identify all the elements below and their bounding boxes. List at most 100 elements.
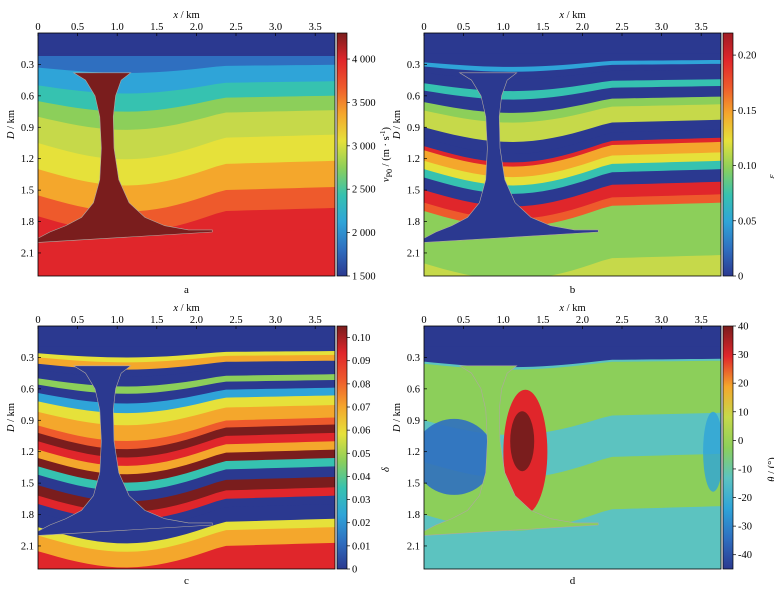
y-tick-label: 1.5 — [407, 479, 420, 490]
colorbar-tick-label: 0.15 — [738, 106, 756, 117]
colorbar-tick-label: 0.04 — [352, 472, 371, 483]
colorbar-tick-label: 3 500 — [352, 98, 376, 109]
x-tick-label: 1.5 — [536, 315, 549, 326]
colorbar-tick-label: -30 — [738, 522, 752, 533]
water-layer — [38, 33, 335, 54]
y-tick-label: 1.2 — [21, 154, 34, 165]
x-tick-label: 1.0 — [497, 315, 510, 326]
water-layer — [424, 326, 721, 347]
x-tick-label: 3.0 — [269, 315, 282, 326]
plot-frame — [37, 32, 336, 277]
salt-body — [38, 365, 213, 536]
colorbar-tick-label: -20 — [738, 493, 752, 504]
y-tick-label: 0.9 — [407, 123, 420, 134]
x-tick-label: 1.5 — [536, 22, 549, 33]
y-tick-label: 0.3 — [21, 60, 34, 71]
y-tick-label: 0.9 — [21, 123, 34, 134]
colorbar-tick-label: -10 — [738, 464, 752, 475]
heatmap-d — [424, 326, 721, 569]
y-axis-label: D / km — [392, 110, 403, 140]
salt-body — [38, 72, 213, 243]
x-tick-label: 3.0 — [655, 315, 668, 326]
x-tick-label: 1.5 — [150, 22, 163, 33]
colorbar-tick-label: 10 — [738, 407, 749, 418]
x-tick-label: 1.0 — [497, 22, 510, 33]
panel-label: d — [570, 575, 576, 587]
x-tick-label: 0.5 — [71, 22, 84, 33]
heatmap-a — [38, 33, 335, 276]
y-tick-label: 1.5 — [407, 186, 420, 197]
colorbar — [722, 32, 734, 277]
colorbar-tick-label: 0.05 — [738, 216, 756, 227]
x-tick-label: 0.5 — [457, 22, 470, 33]
salt-body — [424, 365, 599, 536]
y-tick-label: 1.8 — [407, 217, 420, 228]
x-tick-label: 0 — [35, 22, 40, 33]
y-tick-label: 1.5 — [21, 186, 34, 197]
y-tick-label: 1.8 — [21, 217, 34, 228]
x-axis-label: x / km — [558, 10, 585, 21]
colorbar-tick-label: 0.03 — [352, 495, 370, 506]
colorbar-tick-label: 2 500 — [352, 185, 376, 196]
colorbar — [722, 325, 734, 570]
colorbar-tick-label: 0 — [352, 565, 357, 576]
y-tick-label: 0.3 — [407, 60, 420, 71]
plot-frame — [423, 32, 722, 277]
x-axis-label: x / km — [172, 10, 199, 21]
y-tick-label: 0.6 — [407, 384, 420, 395]
water-layer — [38, 326, 335, 347]
x-tick-label: 0 — [421, 315, 426, 326]
y-axis-label: D / km — [6, 110, 17, 140]
heatmap-b — [424, 33, 721, 276]
x-tick-label: 2.0 — [576, 22, 589, 33]
panel-b: 0 0.5 1.0 1.5 2.0 2.5 3.0 3.5 0.3 0.6 0.9 1.2 1.5 1.8… — [392, 10, 774, 296]
colorbar-tick-label: 0.06 — [352, 426, 370, 437]
panel-label: c — [184, 575, 189, 587]
colorbar-tick-label: 0 — [738, 272, 743, 283]
plot-frame — [423, 325, 722, 570]
y-tick-label: 2.1 — [21, 248, 34, 259]
colorbar-tick-label: 0.07 — [352, 403, 370, 414]
panel-d: 0 0.5 1.0 1.5 2.0 2.5 3.0 3.5 0.3 0.6 0.9 1.2 1.5 1.8… — [392, 303, 774, 587]
x-tick-label: 3.5 — [695, 22, 708, 33]
y-tick-label: 0.6 — [21, 384, 34, 395]
colorbar-label: vP0 / (m · s-1) — [379, 126, 394, 182]
x-tick-label: 2.5 — [229, 22, 242, 33]
y-tick-label: 1.2 — [407, 447, 420, 458]
colorbar-tick-label: 20 — [738, 379, 749, 390]
colorbar-tick-label: 0.09 — [352, 356, 370, 367]
colorbar-tick-label: 40 — [738, 322, 749, 333]
x-tick-label: 3.5 — [309, 315, 322, 326]
y-tick-label: 2.1 — [407, 541, 420, 552]
panel-label: a — [184, 284, 189, 296]
colorbar-label: ε — [767, 174, 774, 179]
y-tick-label: 1.8 — [407, 510, 420, 521]
y-axis-label: D / km — [392, 403, 403, 433]
x-tick-label: 3.5 — [309, 22, 322, 33]
colorbar-tick-label: 30 — [738, 350, 749, 361]
panel-a: 0 0.5 1.0 1.5 2.0 2.5 3.0 3.5 0.3 0.6 0.9 1.2 1.5 1.8… — [6, 10, 394, 296]
colorbar-tick-label: 0.01 — [352, 541, 370, 552]
y-tick-label: 1.5 — [21, 479, 34, 490]
panel-c: 0 0.5 1.0 1.5 2.0 2.5 3.0 3.5 0.3 0.6 0.9 1.2 1.5 1.8… — [6, 303, 392, 587]
x-tick-label: 1.0 — [111, 315, 124, 326]
x-axis-label: x / km — [172, 303, 199, 314]
colorbar-tick-label: 0.10 — [738, 161, 756, 172]
y-tick-label: 2.1 — [407, 248, 420, 259]
colorbar-tick-label: 3 000 — [352, 141, 376, 152]
x-tick-label: 3.0 — [269, 22, 282, 33]
heatmap-c — [38, 326, 335, 569]
x-tick-label: 2.0 — [190, 315, 203, 326]
colorbar-tick-label: 2 000 — [352, 228, 376, 239]
x-tick-label: 0 — [421, 22, 426, 33]
y-tick-label: 0.6 — [407, 91, 420, 102]
x-tick-label: 1.0 — [111, 22, 124, 33]
x-tick-label: 2.0 — [576, 315, 589, 326]
x-tick-label: 0 — [35, 315, 40, 326]
colorbar-tick-label: 0 — [738, 436, 743, 447]
x-tick-label: 1.5 — [150, 315, 163, 326]
colorbar-tick-label: 4 000 — [352, 55, 376, 66]
colorbar-tick-label: 0.05 — [352, 449, 370, 460]
colorbar-tick-label: 0.10 — [352, 333, 370, 344]
